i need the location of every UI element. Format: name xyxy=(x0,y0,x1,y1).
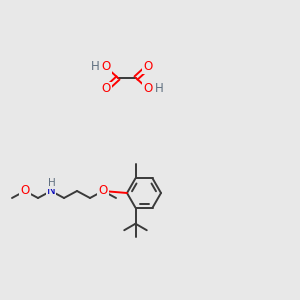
Text: H: H xyxy=(91,61,99,74)
Text: O: O xyxy=(101,82,111,95)
Text: O: O xyxy=(20,184,30,197)
Text: O: O xyxy=(143,61,153,74)
Text: H: H xyxy=(48,178,56,188)
Text: O: O xyxy=(143,82,153,95)
Text: O: O xyxy=(101,61,111,74)
Text: H: H xyxy=(154,82,164,95)
Text: O: O xyxy=(98,184,108,197)
Text: N: N xyxy=(46,184,56,197)
